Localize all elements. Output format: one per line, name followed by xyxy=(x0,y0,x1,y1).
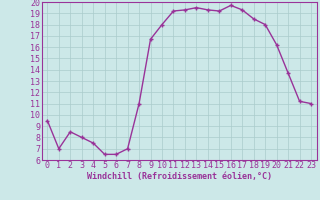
X-axis label: Windchill (Refroidissement éolien,°C): Windchill (Refroidissement éolien,°C) xyxy=(87,172,272,181)
